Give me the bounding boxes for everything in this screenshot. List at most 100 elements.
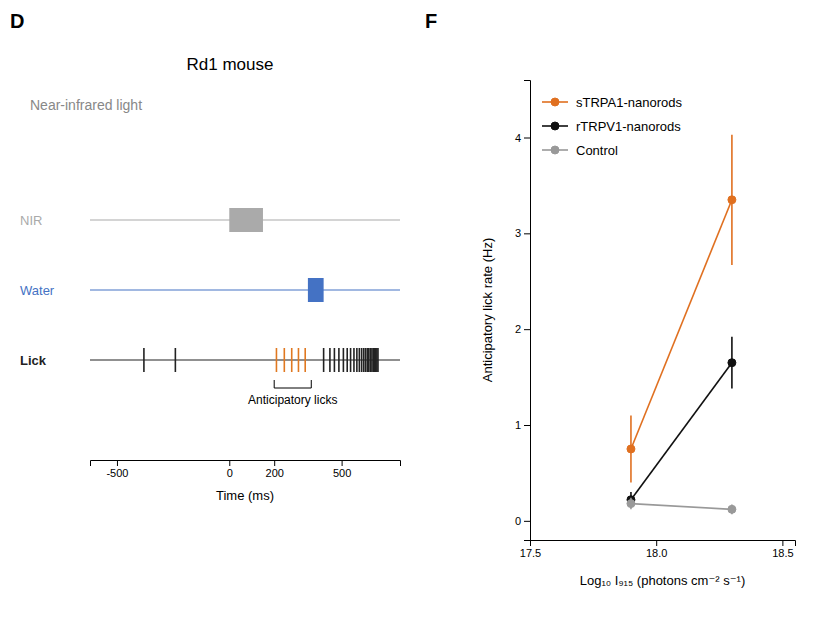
row-label: Water	[20, 283, 55, 298]
lick-event	[363, 348, 365, 372]
row-label: Lick	[20, 353, 47, 368]
y-axis-tick: 0	[515, 515, 530, 527]
y-axis-line	[524, 81, 531, 541]
row-label: NIR	[20, 213, 42, 228]
legend-label: rTRPV1-nanorods	[576, 119, 681, 134]
x-axis-tick-mark	[117, 460, 118, 466]
lick-event	[353, 348, 355, 372]
x-axis-tick-label: 200	[266, 467, 284, 479]
x-axis-tick-label: 17.5	[520, 547, 541, 559]
x-axis-tick-label: 18.5	[772, 547, 793, 559]
lick-event	[329, 348, 331, 372]
panel-label: F	[425, 10, 437, 32]
lick-event	[291, 348, 293, 372]
legend-entry: rTRPV1-nanorods	[542, 119, 681, 134]
subtitle: Near-infrared light	[30, 97, 142, 113]
lick-event	[371, 348, 373, 372]
pulse	[308, 278, 324, 302]
y-axis-tick-mark	[524, 521, 530, 522]
series-line	[631, 504, 732, 510]
x-axis-tick-mark	[274, 460, 275, 466]
point	[728, 196, 736, 204]
y-axis-tick-label: 4	[515, 132, 521, 144]
x-axis-line	[531, 541, 796, 547]
panel-label: D	[10, 10, 24, 32]
x-axis-tick: 18.5	[772, 540, 793, 559]
y-axis-tick: 3	[515, 227, 530, 239]
plot-area	[627, 135, 736, 515]
x-axis-title: Time (ms)	[216, 488, 274, 503]
y-axis: 0 1 2 3 4	[515, 81, 531, 541]
lick-event	[359, 348, 361, 372]
y-axis-tick-mark	[524, 329, 530, 330]
legend-entry: Control	[542, 143, 618, 158]
lick-event	[304, 348, 306, 372]
lick-event	[356, 348, 358, 372]
lick-event	[350, 348, 352, 372]
series-line	[631, 363, 732, 500]
x-axis-tick-mark	[656, 540, 657, 546]
series	[627, 498, 736, 514]
point	[728, 359, 736, 367]
x-axis-tick-mark	[229, 460, 230, 466]
lick-event	[361, 348, 363, 372]
x-axis-tick: 500	[333, 460, 351, 479]
x-axis-tick-label: -500	[106, 467, 128, 479]
lick-event	[338, 348, 340, 372]
y-axis-tick: 2	[515, 323, 530, 335]
lick-event	[284, 348, 286, 372]
x-axis-tick: 0	[227, 460, 233, 479]
lick-event	[372, 348, 374, 372]
point	[728, 505, 736, 513]
annotation-label: Anticipatory licks	[248, 393, 337, 407]
x-axis-tick-mark	[342, 460, 343, 466]
legend-entry: sTRPA1-nanorods	[542, 95, 682, 110]
lick-event	[298, 348, 300, 372]
x-axis-tick: 18.0	[646, 540, 667, 559]
lick-event	[365, 348, 367, 372]
annotation-bracket	[274, 380, 311, 388]
y-axis-tick-label: 2	[515, 323, 521, 335]
lick-event	[175, 348, 177, 372]
y-axis-tick-label: 3	[515, 227, 521, 239]
x-axis-tick-mark	[782, 540, 783, 546]
legend-marker	[551, 122, 559, 130]
y-axis-title: Anticipatory lick rate (Hz)	[480, 238, 495, 382]
point	[627, 500, 635, 508]
y-axis-tick-mark	[524, 425, 530, 426]
lick-event	[276, 348, 278, 372]
lick-event	[366, 348, 368, 372]
x-axis-line	[91, 461, 401, 467]
x-axis-tick: 17.5	[520, 540, 541, 559]
lick-event	[343, 348, 345, 372]
series	[627, 337, 736, 508]
x-axis-tick: -500	[106, 460, 128, 479]
lick-event	[368, 348, 370, 372]
lick-event	[375, 348, 377, 372]
legend-label: sTRPA1-nanorods	[576, 95, 682, 110]
x-axis-tick-label: 0	[227, 467, 233, 479]
point	[627, 445, 635, 453]
x-axis: 17.5 18.0 18.5	[520, 540, 796, 559]
legend-marker	[551, 98, 559, 106]
series-line	[631, 200, 732, 449]
timeline-plot	[90, 208, 400, 372]
x-axis-tick: 200	[266, 460, 284, 479]
legend-label: Control	[576, 143, 618, 158]
lick-event	[370, 348, 372, 372]
pulse	[229, 208, 263, 232]
x-axis-tick-label: 18.0	[646, 547, 667, 559]
lick-event	[376, 348, 378, 372]
lick-event	[323, 348, 325, 372]
legend: sTRPA1-nanorods rTRPV1-nanorods Control	[542, 95, 682, 158]
lick-event	[374, 348, 376, 372]
lick-event	[143, 348, 145, 372]
y-axis-tick-mark	[524, 138, 530, 139]
title: Rd1 mouse	[187, 55, 274, 74]
x-axis: -500 0 200 500	[91, 460, 401, 479]
y-axis-tick-label: 0	[515, 515, 521, 527]
legend-marker	[551, 146, 559, 154]
lick-event	[334, 348, 336, 372]
figure: D Rd1 mouse Near-infrared light NIR Water Lic…	[0, 0, 817, 640]
y-axis-tick-label: 1	[515, 419, 521, 431]
